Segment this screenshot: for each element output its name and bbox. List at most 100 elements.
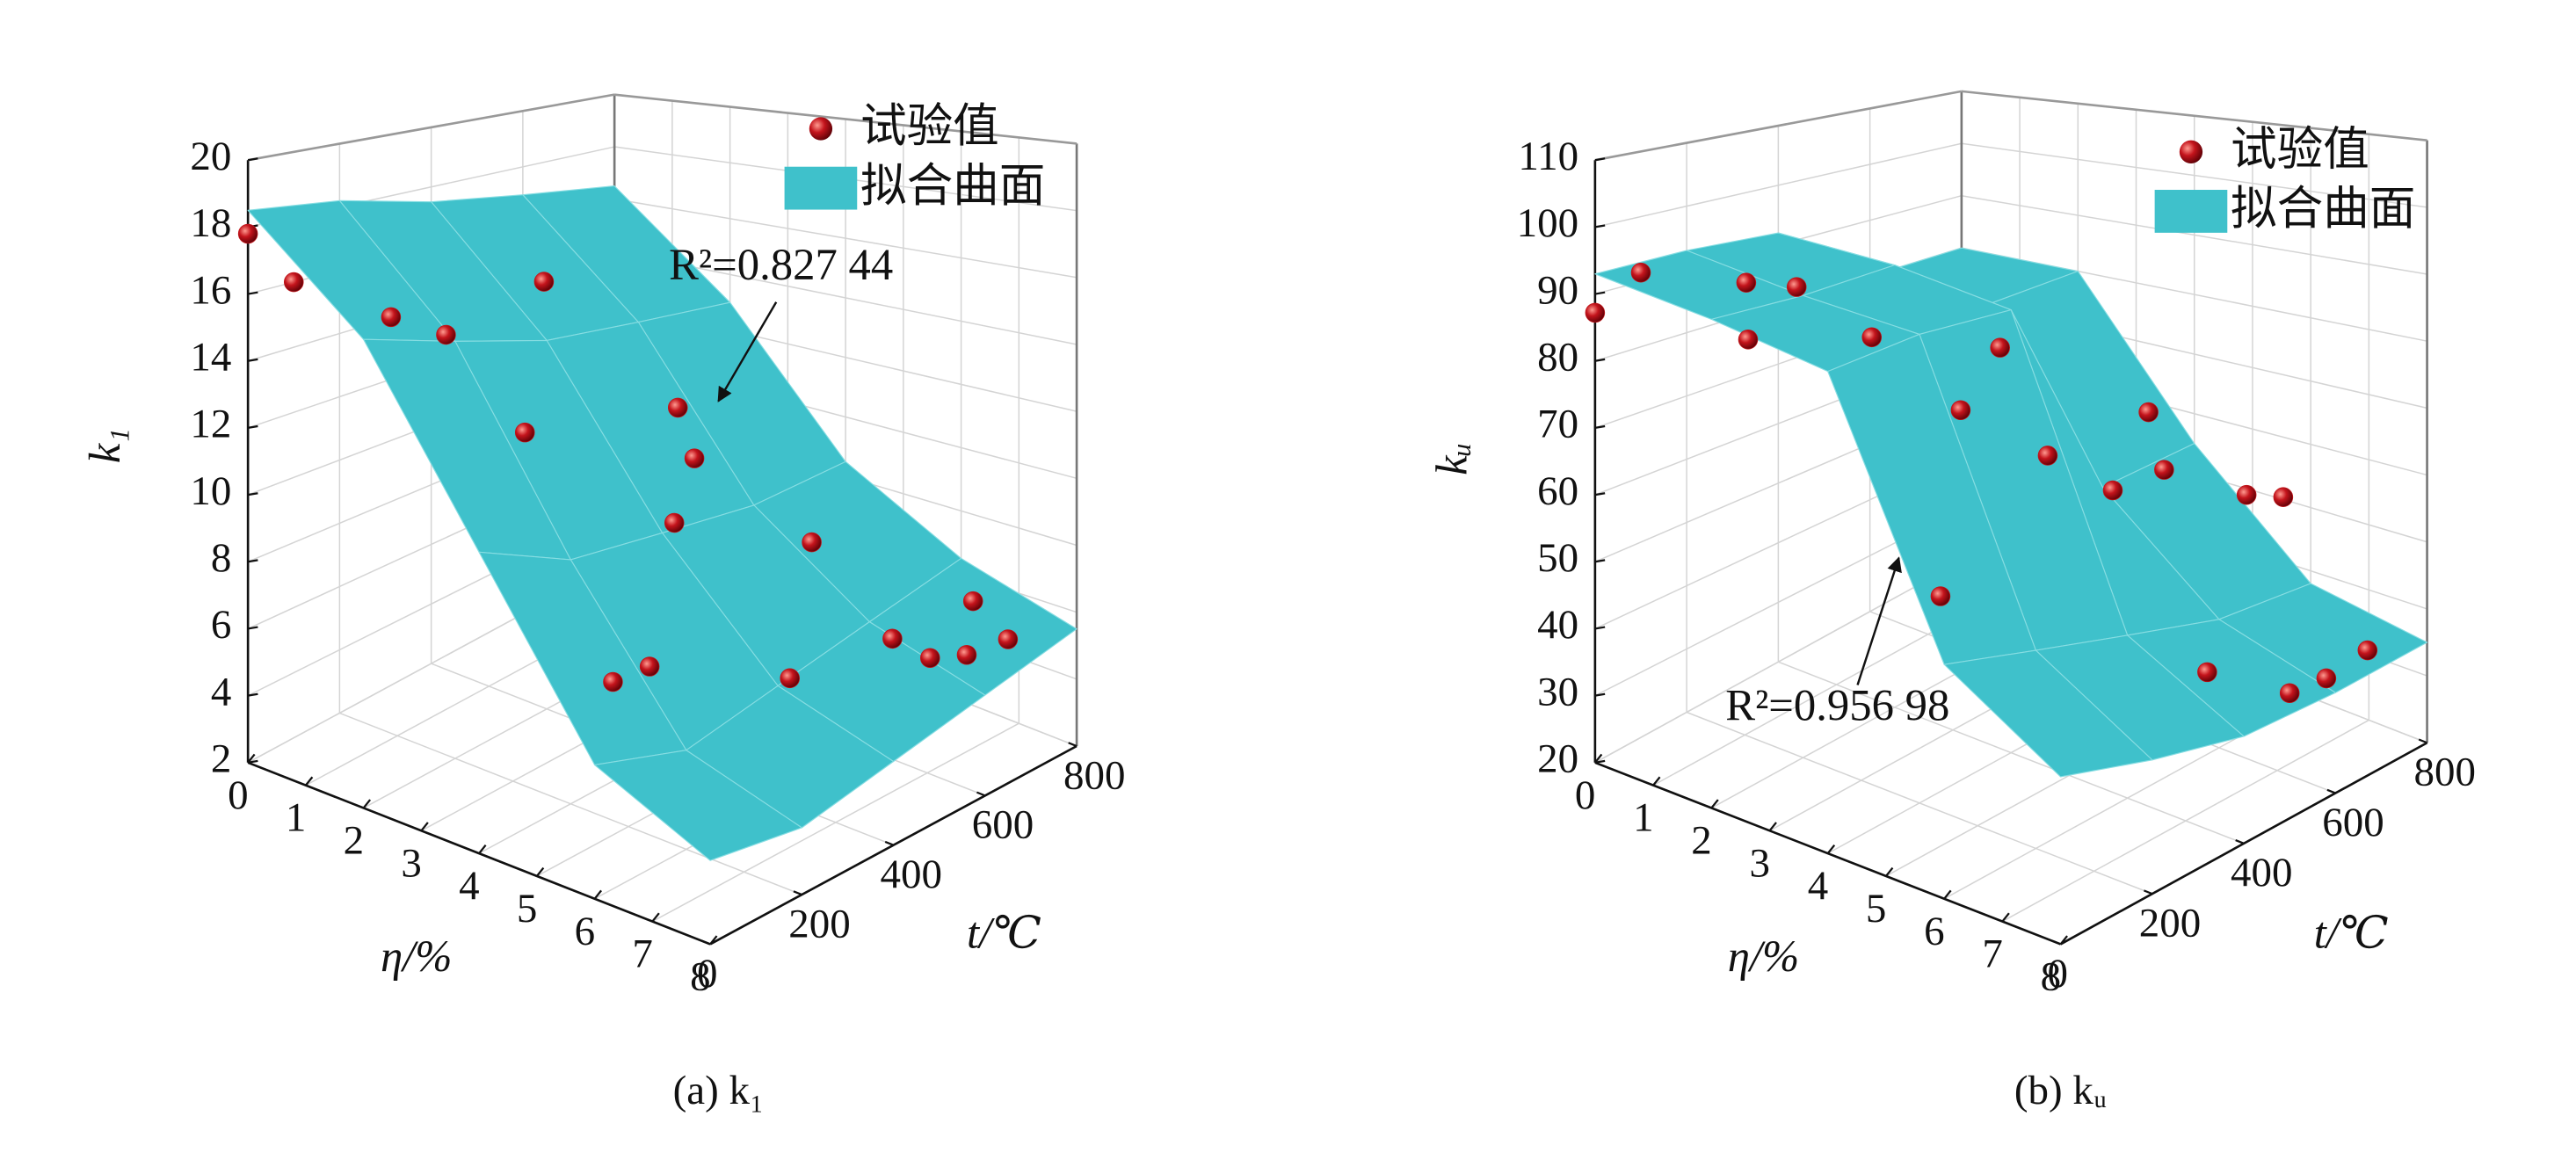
y-tick-label: 0 [2048,951,2068,997]
tick-mark [1594,559,1606,563]
data-point [2357,640,2378,661]
data-point [1630,262,1651,283]
tick-mark [1652,776,1661,786]
caption: (a) k₁ [673,1068,765,1113]
tick-mark [2235,839,2245,844]
x-tick-label: 8 [690,954,710,1000]
legend-marker [784,166,858,210]
z-tick-label: 30 [1537,669,1578,714]
data-point [283,272,304,293]
tick-mark [1943,889,1952,900]
axis-line [247,93,615,162]
z-tick-label: 10 [190,468,231,514]
data-point [639,656,660,677]
annotation-arrow [1856,556,1902,685]
data-point [237,223,258,244]
tick-mark [701,939,711,946]
tick-mark [247,559,258,563]
x-tick-label: 7 [1982,931,2002,977]
tick-mark [1594,759,1606,764]
legend-label: 拟合曲面 [2231,182,2415,236]
tick-mark [2144,889,2153,895]
data-point [2197,662,2217,683]
data-point [962,591,983,612]
tick-mark [535,866,545,877]
z-tick-label: 8 [211,535,231,581]
y-tick-label: 800 [1063,752,1125,798]
x-tick-label: 3 [1750,840,1770,886]
tick-mark [1594,492,1606,497]
y-tick-label: 200 [2139,900,2201,946]
data-point [381,307,402,328]
data-point [514,422,535,443]
data-point [2273,487,2294,507]
axis-line [1594,90,1963,162]
z-tick-label: 60 [1537,468,1578,514]
z-axis-label: kᵤ [1427,443,1477,475]
x-tick-label: 1 [1633,795,1653,841]
data-point [1930,586,1951,606]
surface-patch [1943,649,2153,778]
tick-mark [1594,224,1606,228]
legend-label: 试验值 [860,99,999,153]
x-tick-label: 5 [1866,886,1886,931]
data-point [1950,400,1971,421]
legend-marker [2179,140,2203,163]
y-tick-label: 800 [2414,750,2476,795]
surface-patch [594,750,802,861]
z-tick-label: 70 [1537,402,1578,447]
data-point [956,644,977,665]
data-point [2236,484,2257,505]
wall-grid-line [1594,560,1963,764]
tick-mark [709,935,718,946]
data-point [2102,480,2123,501]
legend-label: 拟合曲面 [860,159,1045,213]
x-tick-label: 1 [286,795,306,841]
tick-mark [420,822,429,831]
z-tick-label: 90 [1537,267,1578,313]
tick-mark [651,912,660,923]
axis-line [709,744,1078,946]
data-point [436,324,456,345]
z-tick-label: 20 [1537,736,1578,782]
tick-mark [793,890,802,896]
annotation: R²=0.827 44 [669,240,893,289]
data-point [1738,330,1759,350]
data-point [664,512,685,533]
y-tick-label: 400 [881,852,942,897]
x-tick-label: 6 [1924,909,1944,954]
data-point [1786,277,1807,297]
data-point [1736,272,1757,293]
y-tick-label: 400 [2231,850,2292,895]
tick-mark [2001,912,2010,923]
y-tick-label: 600 [972,802,1034,848]
x-tick-label: 4 [1808,863,1828,909]
z-tick-label: 40 [1537,602,1578,648]
data-point [780,668,800,689]
z-tick-label: 12 [190,402,231,447]
z-tick-label: 2 [211,736,231,782]
tick-mark [247,492,258,497]
tick-mark [1594,626,1606,630]
tick-mark [1885,866,1894,877]
z-axis-label: k₁ [80,428,129,463]
data-point [533,272,555,292]
x-tick-label: 5 [517,886,537,931]
z-tick-label: 50 [1537,535,1578,581]
annotation: R²=0.956 98 [1725,680,1949,729]
tick-mark [976,791,986,797]
wall-grid-line [1961,142,2427,208]
data-point [2316,668,2337,689]
tick-mark [247,626,258,630]
x-tick-label: 2 [344,818,364,864]
tick-mark [2326,788,2336,794]
tick-mark [362,799,372,809]
x-axis-label: η/% [381,931,452,981]
z-tick-label: 16 [190,267,231,313]
axis-line [1961,90,2427,141]
y-tick-label: 0 [697,951,717,997]
x-tick-label: 0 [228,772,248,818]
tick-mark [884,840,894,846]
